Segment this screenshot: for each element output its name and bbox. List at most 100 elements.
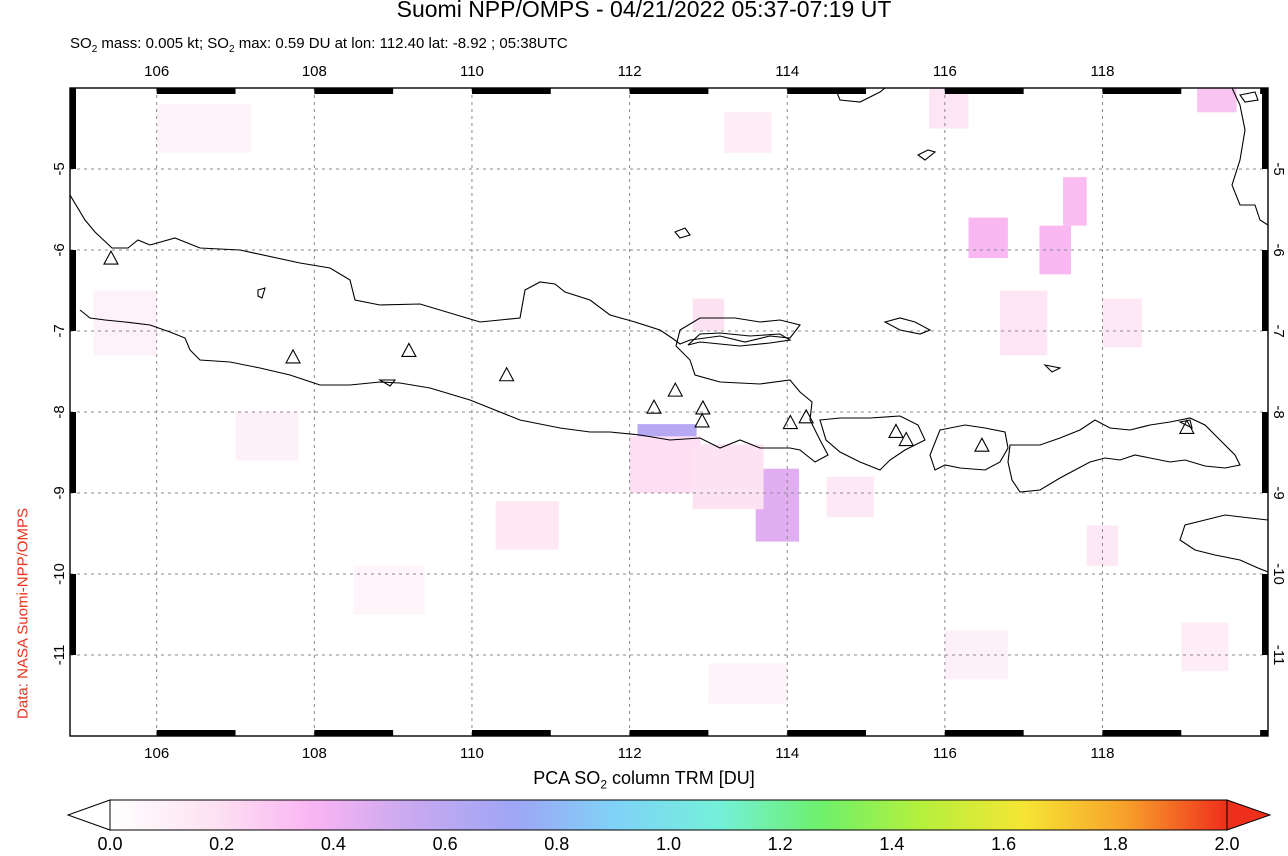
frame-bar-segment	[1262, 88, 1268, 169]
coastline-kalimantan-east	[1231, 88, 1268, 226]
longitude-tick-label: 110	[460, 63, 484, 80]
longitude-tick-label: 108	[302, 745, 327, 762]
frame-bar-segment	[156, 730, 236, 736]
so2-pixel	[495, 501, 559, 550]
map-title: Suomi NPP/OMPS - 04/21/2022 05:37-07:19 …	[396, 0, 892, 22]
so2-pixel	[944, 630, 1008, 680]
volcano-icon	[898, 431, 915, 447]
coastline-islet-5	[1043, 364, 1062, 373]
colorbar-min-arrow	[66, 799, 111, 831]
longitude-tick-label: 116	[933, 745, 957, 762]
colorbar	[66, 799, 1272, 831]
so2-pixel	[1063, 177, 1087, 226]
so2-pixel-layer	[93, 88, 1237, 704]
volcano-icon	[973, 437, 990, 452]
volcano-icon	[694, 412, 711, 428]
so2-pixel	[156, 104, 252, 153]
volcano-icon	[782, 414, 799, 430]
coastline-lombok	[929, 424, 1009, 471]
coastline-madura	[687, 332, 792, 347]
longitude-tick-label: 110	[460, 745, 484, 762]
coastline-bali	[819, 415, 926, 471]
coastline-sumbawa	[1007, 417, 1241, 493]
coastline-kangean	[883, 317, 932, 335]
frame-bar-segment	[787, 730, 867, 736]
frame-bar-segment	[1260, 730, 1268, 736]
so2-pixel	[929, 88, 969, 129]
so2-pixel	[724, 112, 772, 153]
latitude-tick-label: -7	[1270, 324, 1287, 337]
so2-pixel	[1181, 622, 1229, 672]
colorbar-tick-label: 0.4	[320, 834, 346, 854]
frame-bar-segment	[314, 730, 394, 736]
latitude-tick-label: -8	[51, 405, 68, 418]
frame-bar-segment	[471, 88, 551, 94]
frame-bar-segment	[629, 730, 709, 736]
coastline-flores	[1179, 514, 1268, 573]
longitude-tick-label: 106	[144, 63, 169, 80]
map-border-bars	[70, 88, 1268, 736]
so2-pixel	[968, 217, 1008, 259]
longitude-tick-label: 112	[618, 63, 642, 80]
so2-pixel	[692, 298, 725, 331]
volcano-icon	[103, 249, 119, 265]
colorbar-tick-label: 1.0	[655, 834, 682, 854]
map-subtitle: SO2 mass: 0.005 kt; SO2 max: 0.59 DU at …	[70, 35, 568, 55]
frame-bar-segment	[1102, 730, 1182, 736]
colorbar-tick-label: 1.2	[767, 834, 793, 854]
volcano-icon	[667, 381, 684, 397]
latitude-tick-label: -5	[51, 162, 68, 175]
longitude-tick-label: 116	[933, 63, 957, 80]
latitude-tick-label: -11	[51, 645, 68, 666]
latitude-tick-label: -9	[51, 486, 68, 499]
so2-pixel	[1197, 88, 1237, 113]
graticule	[70, 88, 1268, 736]
frame-bar-segment	[1262, 250, 1268, 331]
coastline-layer	[70, 88, 1268, 573]
longitude-tick-label: 114	[775, 745, 799, 762]
colorbar-tick-label: 0.2	[209, 834, 235, 854]
latitude-tick-label: -6	[1270, 243, 1287, 256]
so2-pixel	[235, 412, 299, 461]
coastline-bawean	[674, 227, 691, 239]
frame-bar-segment	[944, 88, 1024, 94]
latitude-tick-label: -5	[1270, 162, 1287, 175]
colorbar-tick-label: 1.6	[991, 834, 1017, 854]
colorbar-tick-label: 0.6	[432, 834, 458, 854]
frame-bar-segment	[70, 250, 76, 331]
colorbar-tick-label: 0.8	[544, 834, 570, 854]
longitude-tick-label: 112	[618, 745, 642, 762]
frame-bar-segment	[944, 730, 1024, 736]
colorbar-max-arrow	[1226, 799, 1272, 831]
volcano-icon	[400, 342, 417, 357]
coastline-islet-2	[378, 379, 397, 387]
frame-bar-segment	[1262, 574, 1268, 655]
colorbar-tick-label: 1.8	[1102, 834, 1128, 854]
so2-pixel	[1000, 290, 1048, 356]
so2-pixel	[629, 436, 701, 493]
coastline-kalimantan	[834, 88, 886, 103]
volcano-icon	[498, 366, 515, 382]
coastline-java	[79, 237, 829, 463]
colorbar-tick-label: 0.0	[97, 834, 123, 854]
frame-bar-segment	[70, 88, 76, 169]
latitude-tick-label: -10	[1270, 563, 1287, 585]
longitude-tick-label: 114	[775, 63, 799, 80]
latitude-tick-label: -8	[1270, 405, 1287, 418]
frame-bar-segment	[1262, 412, 1268, 493]
so2-pixel	[1102, 298, 1142, 348]
volcano-icon	[1178, 419, 1195, 434]
latitude-tick-label: -11	[1270, 645, 1287, 666]
colorbar-title: PCA SO2 column TRM [DU]	[533, 768, 755, 792]
longitude-tick-label: 106	[144, 745, 169, 762]
longitude-tick-label: 118	[1091, 745, 1115, 762]
frame-bar-segment	[787, 88, 867, 94]
coastline-islet-3	[916, 149, 937, 161]
so2-pixel	[708, 663, 788, 704]
longitude-tick-label: 118	[1091, 63, 1115, 80]
colorbar-tick-label: 1.4	[879, 834, 905, 854]
coastline-islet-4	[1239, 91, 1259, 103]
volcano-icon	[694, 399, 711, 415]
colorbar-tick-label: 2.0	[1214, 834, 1240, 854]
